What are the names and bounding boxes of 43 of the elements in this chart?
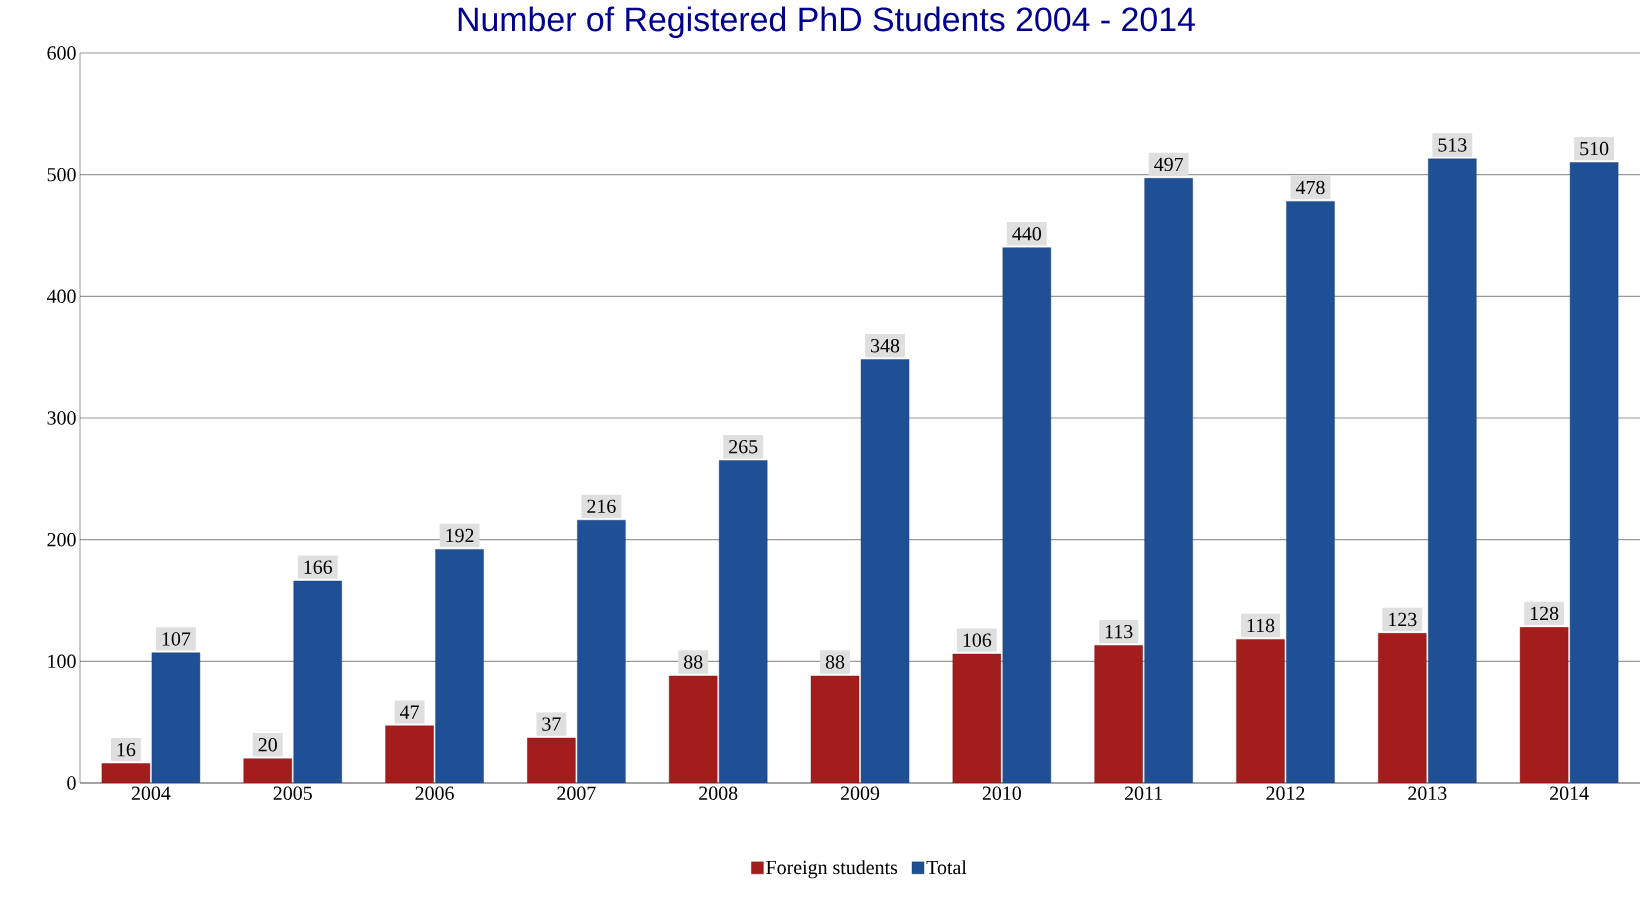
x-tick-label: 2005 <box>273 786 312 800</box>
data-label: 128 <box>1530 606 1559 621</box>
data-label: 16 <box>117 742 136 757</box>
data-label: 265 <box>729 440 758 454</box>
data-label: 478 <box>1295 180 1325 195</box>
y-tick-label: 100 <box>48 654 76 669</box>
data-label: 47 <box>399 705 419 719</box>
x-tick-label: 2008 <box>699 786 738 800</box>
data-label: 106 <box>963 633 992 647</box>
data-label: 113 <box>1105 624 1133 639</box>
chart-title: Number of Registered PhD Students 2004 - 2014 <box>458 6 1195 39</box>
y-tick-label: 200 <box>47 532 76 547</box>
legend-label: Total <box>926 860 967 875</box>
y-tick-label: 300 <box>47 411 76 425</box>
x-tick-label: 2010 <box>982 786 1021 800</box>
data-label: 166 <box>304 560 333 574</box>
data-label: 107 <box>162 632 191 646</box>
data-label: 88 <box>825 655 845 669</box>
legend-label: Foreign students <box>766 860 898 879</box>
data-label: 192 <box>446 528 474 543</box>
data-label: 440 <box>1012 227 1042 241</box>
y-tick-label: 400 <box>46 289 76 304</box>
y-tick-label: 600 <box>47 46 76 60</box>
x-tick-label: 2011 <box>1124 786 1163 800</box>
x-tick-label: 2006 <box>415 786 454 800</box>
data-label: 118 <box>1247 618 1275 633</box>
data-label: 513 <box>1438 138 1467 152</box>
data-label: 20 <box>258 738 277 752</box>
x-tick-label: 2013 <box>1408 786 1447 800</box>
y-tick-label: 500 <box>47 167 76 182</box>
x-tick-label: 2009 <box>840 786 880 800</box>
data-label: 510 <box>1580 141 1609 156</box>
data-label: 88 <box>684 655 703 669</box>
x-tick-label: 2014 <box>1550 786 1589 800</box>
data-label: 497 <box>1154 157 1184 172</box>
x-tick-label: 2012 <box>1266 786 1305 800</box>
data-label: 123 <box>1389 612 1417 627</box>
data-label: 37 <box>542 717 561 731</box>
y-tick-label: 0 <box>67 776 76 790</box>
x-tick-label: 2007 <box>557 786 596 800</box>
data-label: 216 <box>587 499 616 514</box>
x-tick-label: 2004 <box>131 786 171 800</box>
data-label: 348 <box>871 338 900 353</box>
